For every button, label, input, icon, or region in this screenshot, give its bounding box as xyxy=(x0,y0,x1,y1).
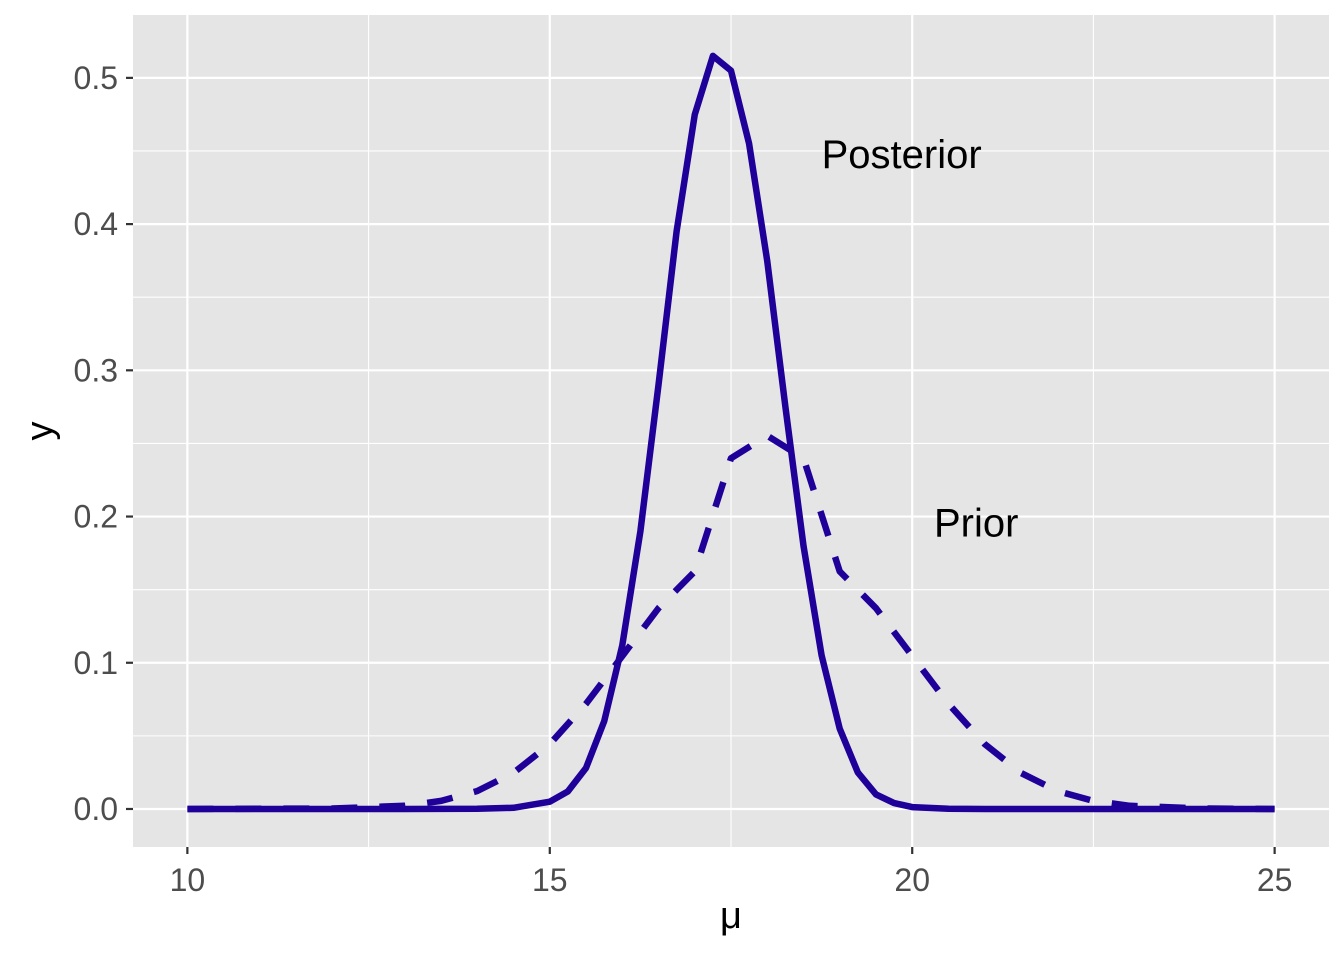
prior-curve xyxy=(187,432,1275,813)
x-axis-ticks: 10 15 20 25 xyxy=(170,847,1293,898)
x-axis-title: μ xyxy=(720,895,742,937)
y-tick-label: 0.3 xyxy=(74,352,118,388)
series-layer xyxy=(187,52,1275,813)
x-tick-label: 25 xyxy=(1257,862,1293,898)
y-axis-ticks: 0.0 0.1 0.2 0.3 0.4 0.5 xyxy=(74,60,133,827)
y-tick-label: 0.5 xyxy=(74,60,118,96)
y-tick-label: 0.0 xyxy=(74,791,118,827)
posterior-label: Posterior xyxy=(822,133,982,177)
posterior-curve xyxy=(187,52,1275,813)
y-tick-label: 0.2 xyxy=(74,499,118,535)
y-axis-title: y xyxy=(19,422,61,441)
y-tick-label: 0.1 xyxy=(74,645,118,681)
minor-gridlines xyxy=(133,15,1329,847)
annotation-layer: Posterior Prior xyxy=(822,133,1019,545)
prior-label: Prior xyxy=(934,501,1018,545)
y-tick-label: 0.4 xyxy=(74,206,118,242)
x-tick-label: 15 xyxy=(532,862,568,898)
x-tick-label: 10 xyxy=(170,862,206,898)
x-tick-label: 20 xyxy=(894,862,930,898)
